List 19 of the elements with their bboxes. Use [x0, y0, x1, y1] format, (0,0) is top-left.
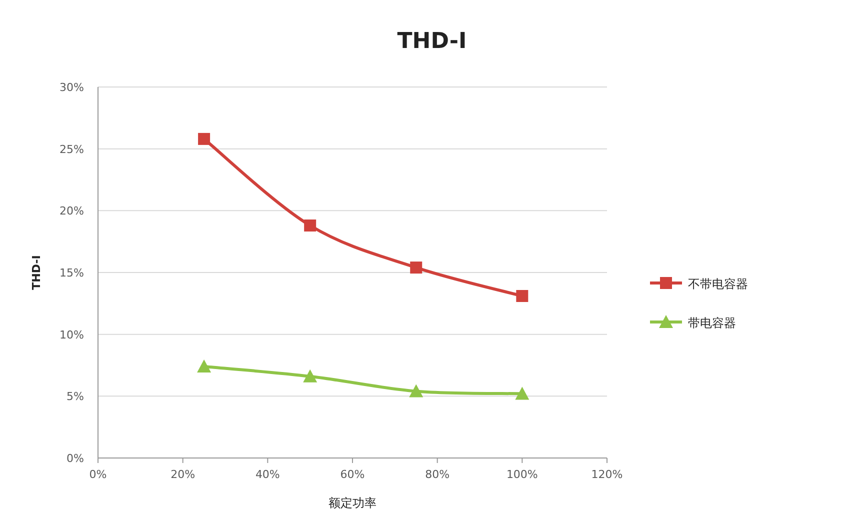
x-tick-label: 20%	[170, 468, 196, 481]
y-tick-label: 25%	[60, 142, 84, 156]
x-tick-label: 0%	[89, 468, 107, 481]
y-tick-label: 0%	[66, 452, 84, 465]
y-tick-label: 15%	[60, 266, 84, 280]
y-axis-title: THD-I	[30, 255, 43, 290]
x-tick-label: 120%	[591, 468, 623, 481]
y-tick-label: 20%	[60, 204, 84, 218]
y-tick-label: 10%	[60, 328, 84, 342]
x-axis-title: 额定功率	[328, 496, 376, 510]
x-tick-label: 60%	[340, 468, 365, 481]
y-tick-label: 30%	[60, 81, 84, 94]
y-tick-label: 5%	[66, 390, 84, 404]
x-tick-label: 40%	[255, 468, 280, 481]
chart-title: THD-I	[397, 29, 467, 54]
legend-label: 带电容器	[688, 316, 736, 330]
x-tick-label: 100%	[506, 468, 538, 481]
legend-label: 不带电容器	[688, 277, 748, 291]
x-tick-label: 80%	[425, 468, 450, 481]
